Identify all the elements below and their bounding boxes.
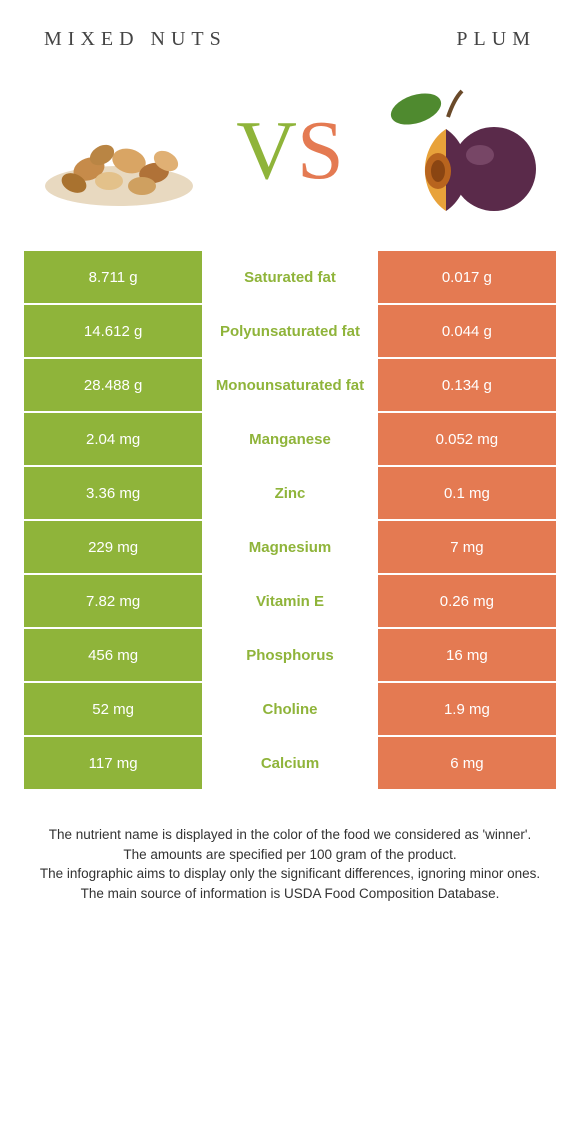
right-value-cell: 6 mg xyxy=(378,737,556,789)
nutrient-label-cell: Calcium xyxy=(202,737,378,789)
left-value-cell: 456 mg xyxy=(24,629,202,681)
plum-icon xyxy=(376,81,546,221)
nutrient-label-cell: Manganese xyxy=(202,413,378,465)
nutrient-label-cell: Saturated fat xyxy=(202,251,378,303)
title-row: Mixed nuts Plum xyxy=(24,28,556,63)
left-value-cell: 28.488 g xyxy=(24,359,202,411)
table-row: 52 mgCholine1.9 mg xyxy=(24,683,556,735)
table-row: 2.04 mgManganese0.052 mg xyxy=(24,413,556,465)
left-value-cell: 8.711 g xyxy=(24,251,202,303)
left-food-title: Mixed nuts xyxy=(44,28,227,51)
table-row: 8.711 gSaturated fat0.017 g xyxy=(24,251,556,303)
table-row: 7.82 mgVitamin E0.26 mg xyxy=(24,575,556,627)
infographic-root: Mixed nuts Plum VS xyxy=(0,0,580,923)
footer-line-3: The infographic aims to display only the… xyxy=(36,864,544,884)
nutrient-label-cell: Monounsaturated fat xyxy=(202,359,378,411)
table-row: 229 mgMagnesium7 mg xyxy=(24,521,556,573)
right-value-cell: 1.9 mg xyxy=(378,683,556,735)
nutrient-label-cell: Choline xyxy=(202,683,378,735)
nutrient-label-cell: Vitamin E xyxy=(202,575,378,627)
right-value-cell: 16 mg xyxy=(378,629,556,681)
table-row: 456 mgPhosphorus16 mg xyxy=(24,629,556,681)
nutrient-table: 8.711 gSaturated fat0.017 g14.612 gPolyu… xyxy=(24,251,556,789)
hero-row: VS xyxy=(24,63,556,251)
vs-letter-right: S xyxy=(297,104,344,197)
left-value-cell: 3.36 mg xyxy=(24,467,202,519)
left-value-cell: 117 mg xyxy=(24,737,202,789)
right-value-cell: 0.134 g xyxy=(378,359,556,411)
left-value-cell: 52 mg xyxy=(24,683,202,735)
mixed-nuts-icon xyxy=(34,81,204,221)
footer-line-2: The amounts are specified per 100 gram o… xyxy=(36,845,544,865)
right-value-cell: 0.044 g xyxy=(378,305,556,357)
left-value-cell: 2.04 mg xyxy=(24,413,202,465)
footer-line-4: The main source of information is USDA F… xyxy=(36,884,544,904)
table-row: 28.488 gMonounsaturated fat0.134 g xyxy=(24,359,556,411)
left-value-cell: 14.612 g xyxy=(24,305,202,357)
footer-notes: The nutrient name is displayed in the co… xyxy=(24,791,556,903)
right-value-cell: 0.26 mg xyxy=(378,575,556,627)
right-value-cell: 0.1 mg xyxy=(378,467,556,519)
right-value-cell: 0.052 mg xyxy=(378,413,556,465)
vs-label: VS xyxy=(236,109,343,193)
table-row: 3.36 mgZinc0.1 mg xyxy=(24,467,556,519)
nutrient-label-cell: Magnesium xyxy=(202,521,378,573)
right-value-cell: 0.017 g xyxy=(378,251,556,303)
vs-letter-left: V xyxy=(236,104,297,197)
table-row: 117 mgCalcium6 mg xyxy=(24,737,556,789)
nutrient-label-cell: Zinc xyxy=(202,467,378,519)
right-value-cell: 7 mg xyxy=(378,521,556,573)
footer-line-1: The nutrient name is displayed in the co… xyxy=(36,825,544,845)
nutrient-label-cell: Phosphorus xyxy=(202,629,378,681)
left-value-cell: 7.82 mg xyxy=(24,575,202,627)
table-row: 14.612 gPolyunsaturated fat0.044 g xyxy=(24,305,556,357)
nutrient-label-cell: Polyunsaturated fat xyxy=(202,305,378,357)
right-food-title: Plum xyxy=(456,28,536,51)
left-value-cell: 229 mg xyxy=(24,521,202,573)
